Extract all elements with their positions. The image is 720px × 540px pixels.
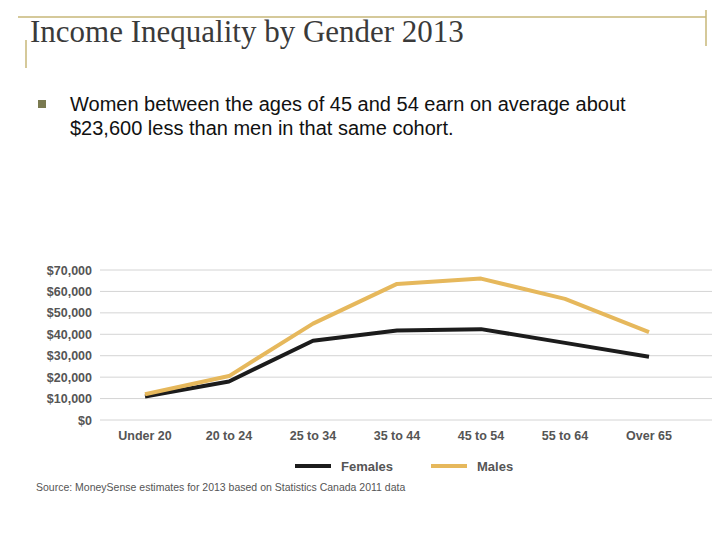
y-tick-label: $10,000 bbox=[47, 392, 92, 406]
y-axis: $0 $10,000 $20,000 $30,000 $40,000 $50,000 $60… bbox=[47, 264, 712, 428]
bullet-marker bbox=[38, 100, 46, 108]
grid-line bbox=[100, 270, 712, 271]
frame-left-line bbox=[25, 40, 27, 68]
y-tick-label: $20,000 bbox=[47, 371, 92, 385]
y-tick-label: $70,000 bbox=[47, 264, 92, 278]
grid-line bbox=[100, 291, 712, 292]
bullet-text: Women between the ages of 45 and 54 earn… bbox=[70, 93, 626, 139]
legend-swatch bbox=[431, 464, 467, 468]
y-tick-label: $30,000 bbox=[47, 349, 92, 363]
legend-label: Females bbox=[341, 459, 393, 474]
grid-line bbox=[100, 355, 712, 356]
x-tick-label: Over 65 bbox=[626, 429, 672, 443]
y-tick-label: $0 bbox=[78, 414, 92, 428]
source-note: Source: MoneySense estimates for 2013 ba… bbox=[36, 481, 405, 493]
bullet: Women between the ages of 45 and 54 earn… bbox=[38, 92, 630, 140]
series-line bbox=[145, 329, 649, 396]
y-tick-label: $50,000 bbox=[47, 306, 92, 320]
grid-line bbox=[100, 334, 712, 335]
x-tick-label: Under 20 bbox=[118, 429, 172, 443]
chart: $0 $10,000 $20,000 $30,000 $40,000 $50,000 $60… bbox=[0, 0, 720, 540]
grid-line bbox=[100, 420, 712, 421]
x-axis: Under 20 20 to 24 25 to 34 35 to 44 45 to 54… bbox=[118, 429, 672, 443]
series-lines bbox=[145, 279, 649, 397]
y-tick-label: $40,000 bbox=[47, 328, 92, 342]
legend: Females Males bbox=[295, 459, 513, 474]
x-tick-label: 20 to 24 bbox=[206, 429, 253, 443]
series-line bbox=[145, 279, 649, 395]
x-tick-label: 55 to 64 bbox=[542, 429, 589, 443]
legend-label: Males bbox=[477, 459, 513, 474]
legend-swatch bbox=[295, 464, 331, 468]
frame-right-line bbox=[705, 10, 707, 46]
x-tick-label: 35 to 44 bbox=[374, 429, 421, 443]
bullet-list: Women between the ages of 45 and 54 earn… bbox=[38, 92, 678, 140]
grid-line bbox=[100, 377, 712, 378]
grid-line bbox=[100, 312, 712, 313]
x-tick-label: 25 to 34 bbox=[290, 429, 337, 443]
slide: Income Inequality by Gender 2013 Women b… bbox=[0, 0, 720, 540]
slide-title: Income Inequality by Gender 2013 bbox=[30, 14, 464, 50]
grid-line bbox=[100, 398, 712, 399]
y-tick-label: $60,000 bbox=[47, 285, 92, 299]
x-tick-label: 45 to 54 bbox=[458, 429, 505, 443]
